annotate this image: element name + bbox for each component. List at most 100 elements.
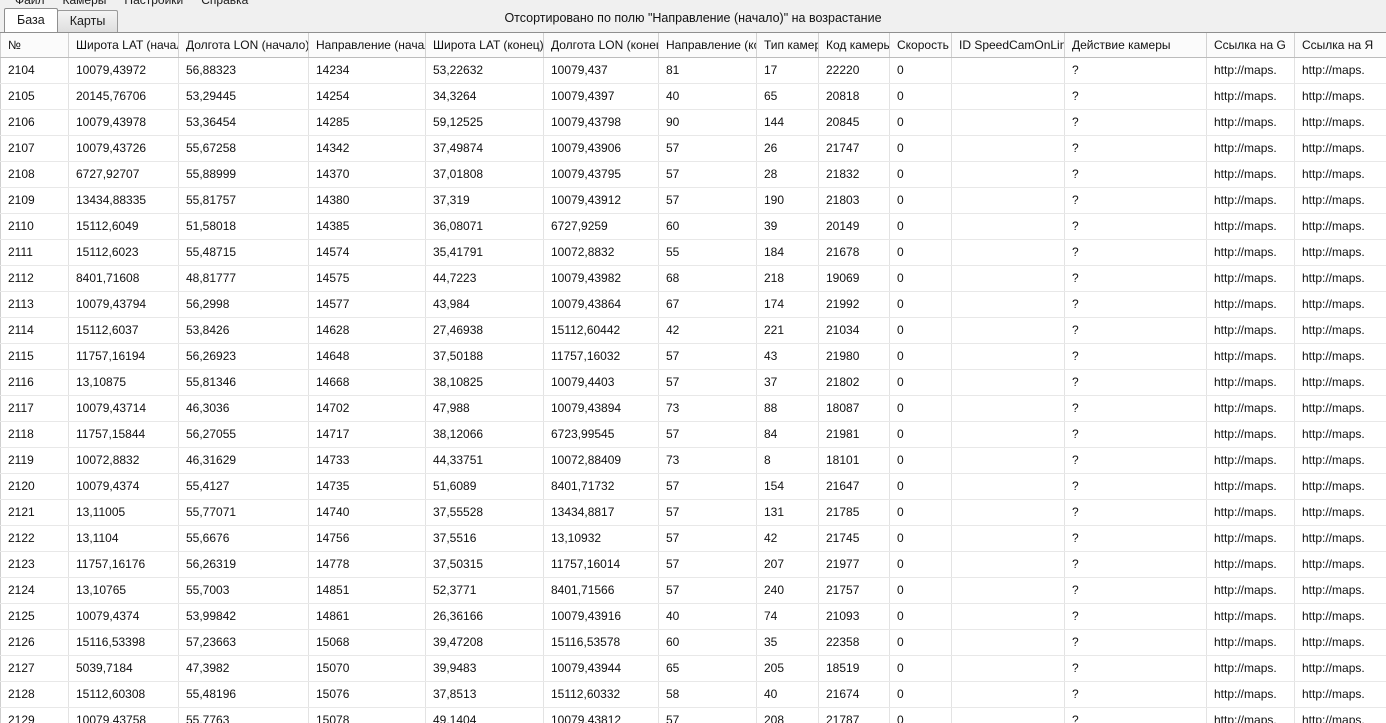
table-row[interactable]: 2128 15112,60308 55,48196 15076 37,8513 15112… bbox=[0, 681, 1386, 708]
cell-act[interactable]: ? bbox=[1064, 135, 1207, 162]
cell-lyan[interactable]: http://maps. bbox=[1294, 57, 1386, 84]
cell-no[interactable]: 2124 bbox=[0, 577, 69, 604]
cell-lyan[interactable]: http://maps. bbox=[1294, 525, 1386, 552]
cell-speed[interactable]: 0 bbox=[889, 239, 952, 266]
cell-type[interactable]: 205 bbox=[756, 655, 819, 682]
cell-dir1[interactable]: 14668 bbox=[308, 369, 426, 396]
cell-lon2[interactable]: 15112,60442 bbox=[543, 317, 659, 344]
cell-dir1[interactable]: 14628 bbox=[308, 317, 426, 344]
cell-lat2[interactable]: 37,50315 bbox=[425, 551, 544, 578]
cell-lyan[interactable]: http://maps. bbox=[1294, 109, 1386, 136]
cell-dir1[interactable]: 14370 bbox=[308, 161, 426, 188]
cell-type[interactable]: 74 bbox=[756, 603, 819, 630]
cell-code[interactable]: 22220 bbox=[818, 57, 890, 84]
cell-lon2[interactable]: 6727,9259 bbox=[543, 213, 659, 240]
cell-lon2[interactable]: 11757,16032 bbox=[543, 343, 659, 370]
cell-lon1[interactable]: 47,3982 bbox=[178, 655, 309, 682]
cell-code[interactable]: 21977 bbox=[818, 551, 890, 578]
cell-dir2[interactable]: 57 bbox=[658, 135, 757, 162]
cell-scid[interactable] bbox=[951, 681, 1065, 708]
cell-lyan[interactable]: http://maps. bbox=[1294, 317, 1386, 344]
cell-lon1[interactable]: 48,81777 bbox=[178, 265, 309, 292]
cell-lgoo[interactable]: http://maps. bbox=[1206, 213, 1295, 240]
column-header-camera-type[interactable]: Тип камеры bbox=[756, 33, 819, 58]
cell-code[interactable]: 21757 bbox=[818, 577, 890, 604]
cell-no[interactable]: 2127 bbox=[0, 655, 69, 682]
cell-lgoo[interactable]: http://maps. bbox=[1206, 161, 1295, 188]
cell-dir1[interactable]: 14735 bbox=[308, 473, 426, 500]
cell-act[interactable]: ? bbox=[1064, 681, 1207, 708]
cell-act[interactable]: ? bbox=[1064, 109, 1207, 136]
column-header-camera-code[interactable]: Код камеры bbox=[818, 33, 890, 58]
column-header-direction-end[interactable]: Направление (конец) bbox=[658, 33, 757, 58]
cell-lyan[interactable]: http://maps. bbox=[1294, 291, 1386, 318]
cell-lgoo[interactable]: http://maps. bbox=[1206, 577, 1295, 604]
table-row[interactable]: 2125 10079,4374 53,99842 14861 26,36166 10079… bbox=[0, 603, 1386, 630]
table-row[interactable]: 2116 13,10875 55,81346 14668 38,10825 10079,4… bbox=[0, 369, 1386, 396]
cell-type[interactable]: 218 bbox=[756, 265, 819, 292]
cell-lat1[interactable]: 15116,53398 bbox=[68, 629, 179, 656]
cell-dir2[interactable]: 60 bbox=[658, 629, 757, 656]
table-row[interactable]: 2112 8401,71608 48,81777 14575 44,7223 10079,… bbox=[0, 265, 1386, 292]
cell-lgoo[interactable]: http://maps. bbox=[1206, 109, 1295, 136]
cell-type[interactable]: 40 bbox=[756, 681, 819, 708]
cell-dir1[interactable]: 14648 bbox=[308, 343, 426, 370]
cell-dir1[interactable]: 14575 bbox=[308, 265, 426, 292]
cell-lyan[interactable]: http://maps. bbox=[1294, 239, 1386, 266]
cell-scid[interactable] bbox=[951, 213, 1065, 240]
cell-lgoo[interactable]: http://maps. bbox=[1206, 603, 1295, 630]
cell-scid[interactable] bbox=[951, 317, 1065, 344]
cell-lyan[interactable]: http://maps. bbox=[1294, 551, 1386, 578]
cell-lgoo[interactable]: http://maps. bbox=[1206, 499, 1295, 526]
cell-lon2[interactable]: 10079,43906 bbox=[543, 135, 659, 162]
cell-scid[interactable] bbox=[951, 369, 1065, 396]
table-row[interactable]: 2129 10079,43758 55,7763 15078 49,1404 10079,… bbox=[0, 707, 1386, 723]
cell-speed[interactable]: 0 bbox=[889, 213, 952, 240]
column-header-camera-action[interactable]: Действие камеры bbox=[1064, 33, 1207, 58]
cell-no[interactable]: 2104 bbox=[0, 57, 69, 84]
cell-lyan[interactable]: http://maps. bbox=[1294, 577, 1386, 604]
cell-scid[interactable] bbox=[951, 525, 1065, 552]
cell-speed[interactable]: 0 bbox=[889, 135, 952, 162]
table-row[interactable]: 2126 15116,53398 57,23663 15068 39,47208 1511… bbox=[0, 629, 1386, 656]
cell-lon2[interactable]: 10079,43916 bbox=[543, 603, 659, 630]
table-row[interactable]: 2109 13434,88335 55,81757 14380 37,319 10079,… bbox=[0, 187, 1386, 214]
cell-scid[interactable] bbox=[951, 499, 1065, 526]
cell-type[interactable]: 240 bbox=[756, 577, 819, 604]
cell-lon1[interactable]: 55,7763 bbox=[178, 707, 309, 723]
cell-scid[interactable] bbox=[951, 291, 1065, 318]
cell-lgoo[interactable]: http://maps. bbox=[1206, 135, 1295, 162]
cell-act[interactable]: ? bbox=[1064, 83, 1207, 110]
column-header-lon-start[interactable]: Долгота LON (начало) bbox=[178, 33, 309, 58]
cell-code[interactable]: 21647 bbox=[818, 473, 890, 500]
cell-speed[interactable]: 0 bbox=[889, 369, 952, 396]
column-header-direction-start[interactable]: Направление (начало) bbox=[308, 33, 426, 58]
table-row[interactable]: 2108 6727,92707 55,88999 14370 37,01808 10079… bbox=[0, 161, 1386, 188]
cell-code[interactable]: 19069 bbox=[818, 265, 890, 292]
cell-type[interactable]: 8 bbox=[756, 447, 819, 474]
cell-lat2[interactable]: 37,01808 bbox=[425, 161, 544, 188]
tab-database[interactable]: База bbox=[4, 8, 58, 32]
cell-lat2[interactable]: 51,6089 bbox=[425, 473, 544, 500]
cell-scid[interactable] bbox=[951, 187, 1065, 214]
cell-scid[interactable] bbox=[951, 83, 1065, 110]
cell-lat1[interactable]: 10079,43978 bbox=[68, 109, 179, 136]
cell-lon2[interactable]: 8401,71732 bbox=[543, 473, 659, 500]
cell-code[interactable]: 21093 bbox=[818, 603, 890, 630]
cell-lyan[interactable]: http://maps. bbox=[1294, 395, 1386, 422]
cell-speed[interactable]: 0 bbox=[889, 629, 952, 656]
cell-lgoo[interactable]: http://maps. bbox=[1206, 187, 1295, 214]
cell-lat1[interactable]: 10079,4374 bbox=[68, 473, 179, 500]
cell-speed[interactable]: 0 bbox=[889, 603, 952, 630]
cell-scid[interactable] bbox=[951, 603, 1065, 630]
cell-code[interactable]: 21832 bbox=[818, 161, 890, 188]
cell-lgoo[interactable]: http://maps. bbox=[1206, 551, 1295, 578]
cell-act[interactable]: ? bbox=[1064, 577, 1207, 604]
cell-dir2[interactable]: 57 bbox=[658, 369, 757, 396]
cell-lon1[interactable]: 53,36454 bbox=[178, 109, 309, 136]
cell-no[interactable]: 2115 bbox=[0, 343, 69, 370]
cell-type[interactable]: 28 bbox=[756, 161, 819, 188]
cell-dir2[interactable]: 67 bbox=[658, 291, 757, 318]
cell-lon1[interactable]: 55,6676 bbox=[178, 525, 309, 552]
cell-lgoo[interactable]: http://maps. bbox=[1206, 707, 1295, 723]
